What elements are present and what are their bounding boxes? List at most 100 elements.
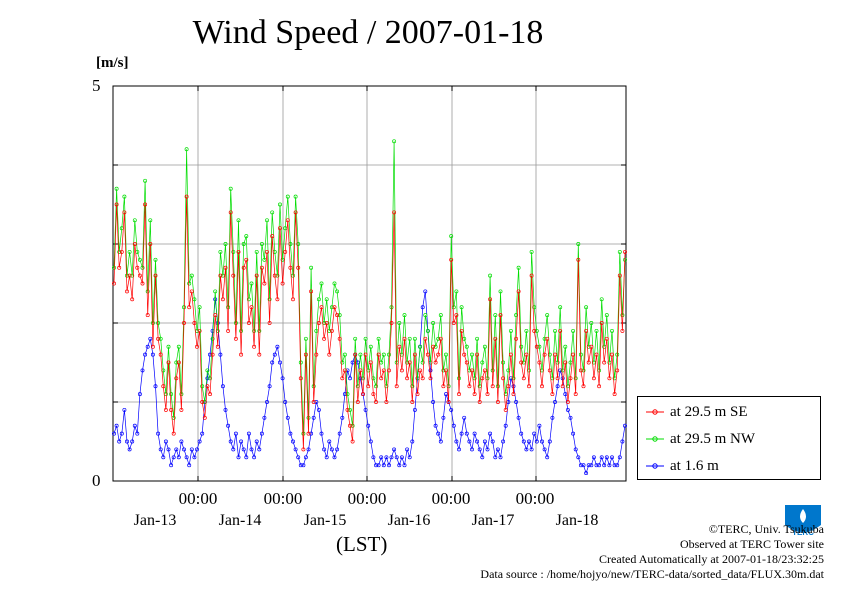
data-point: [407, 455, 412, 460]
data-point: [407, 336, 412, 341]
data-point: [270, 360, 275, 365]
data-point: [169, 392, 174, 397]
data-point: [140, 368, 145, 373]
data-point: [112, 431, 116, 436]
data-point: [122, 194, 127, 199]
data-point: [392, 447, 397, 452]
data-point: [150, 344, 155, 349]
data-point: [472, 392, 477, 397]
legend-label: at 1.6 m: [670, 457, 719, 474]
terc-logo-icon: TERC: [785, 505, 821, 537]
series-line-2: [113, 291, 626, 475]
data-point: [387, 463, 391, 468]
data-point: [265, 218, 269, 223]
data-point: [553, 352, 557, 357]
data-point: [187, 305, 192, 310]
data-point: [220, 297, 225, 302]
legend-label: at 29.5 m SE: [670, 403, 748, 420]
data-point: [285, 194, 290, 199]
data-point: [130, 273, 135, 278]
data-point: [568, 415, 573, 420]
data-point: [122, 210, 127, 215]
data-point: [161, 455, 166, 460]
x-date-label: Jan-15: [303, 512, 347, 529]
data-point: [140, 281, 145, 286]
data-point: [428, 376, 433, 381]
data-point: [125, 289, 129, 294]
data-point: [231, 273, 236, 278]
data-point: [467, 439, 472, 444]
data-point: [218, 249, 223, 254]
data-point: [283, 249, 288, 254]
data-point: [519, 431, 524, 436]
data-point: [584, 328, 589, 333]
data-point: [226, 328, 231, 333]
data-point: [374, 400, 378, 404]
data-point: [176, 360, 181, 365]
data-point: [493, 455, 498, 460]
data-point: [132, 218, 137, 223]
data-point: [200, 400, 205, 404]
data-point: [511, 376, 516, 381]
data-point: [488, 273, 493, 278]
data-point: [558, 305, 563, 310]
data-point: [482, 344, 487, 349]
data-point: [355, 400, 360, 404]
data-point: [412, 407, 417, 412]
data-point: [257, 447, 262, 452]
data-point: [384, 455, 389, 460]
data-point: [553, 400, 557, 404]
data-point: [420, 360, 425, 365]
data-point: [368, 344, 373, 349]
data-point: [288, 431, 293, 436]
data-point: [213, 313, 218, 318]
data-point: [623, 249, 627, 254]
data-point: [433, 360, 438, 365]
data-point: [205, 376, 210, 381]
data-point: [578, 463, 583, 468]
data-point: [379, 376, 384, 381]
data-point: [327, 352, 332, 357]
data-point: [231, 447, 236, 452]
data-point: [381, 368, 386, 373]
data-point: [433, 423, 438, 428]
data-point: [309, 265, 314, 270]
data-point: [228, 186, 233, 191]
data-point: [519, 344, 524, 349]
data-point: [412, 352, 417, 357]
data-point: [550, 392, 555, 397]
data-point: [381, 463, 386, 468]
data-point: [210, 336, 215, 341]
data-point: [163, 439, 168, 444]
data-point: [202, 415, 207, 420]
data-point: [233, 431, 238, 436]
data-point: [244, 234, 249, 239]
series-line-1: [113, 141, 626, 434]
data-point: [246, 431, 251, 436]
data-point: [153, 257, 158, 262]
data-point: [316, 321, 321, 325]
data-point: [602, 463, 607, 468]
data-point: [275, 273, 280, 278]
data-point: [189, 289, 194, 294]
data-point: [244, 257, 249, 262]
data-point: [241, 265, 246, 270]
data-point: [392, 139, 397, 144]
data-point: [184, 194, 189, 199]
legend-item-se: at 29.5 m SE: [646, 402, 748, 422]
data-point: [615, 368, 620, 373]
data-point: [114, 186, 119, 191]
chart-title: Wind Speed / 2007-01-18: [192, 14, 544, 51]
data-point: [236, 455, 241, 460]
data-point: [524, 328, 529, 333]
data-point: [288, 265, 293, 270]
data-point: [319, 305, 324, 310]
data-point: [143, 202, 148, 207]
credit-site: Observed at TERC Tower site: [679, 537, 824, 551]
data-point: [127, 249, 132, 254]
data-point: [122, 407, 127, 412]
data-point: [467, 384, 472, 389]
data-point: [182, 447, 186, 452]
data-point: [262, 415, 267, 420]
x-tick-time: 00:00: [515, 489, 555, 508]
